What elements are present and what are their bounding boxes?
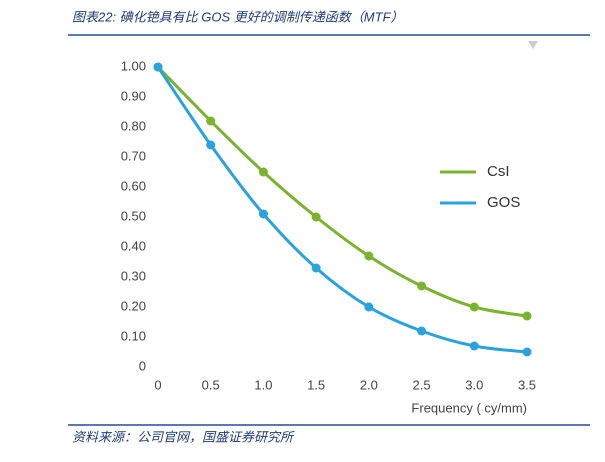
- x-tick-label: 0.5: [202, 377, 220, 392]
- x-axis-label: Frequency ( cy/mm): [411, 400, 527, 415]
- y-tick-label: 0.80: [121, 118, 146, 133]
- corner-icon: [528, 41, 538, 49]
- data-point: [522, 311, 532, 321]
- y-tick-label: 1.00: [121, 58, 146, 73]
- y-tick-label: 0.70: [121, 148, 146, 163]
- source-note: 资料来源：公司官网，国盛证券研究所: [72, 429, 295, 444]
- y-tick-label: 0.40: [121, 238, 146, 253]
- y-tick-label: 0.60: [121, 178, 146, 193]
- y-tick-label: 0.30: [121, 268, 146, 283]
- data-point: [206, 140, 216, 150]
- x-tick-label: 2.5: [413, 377, 431, 392]
- data-point: [206, 116, 216, 126]
- data-point: [364, 302, 374, 312]
- data-point: [311, 212, 321, 222]
- series-line: [156, 65, 528, 318]
- page-title: 图表22: 碘化铯具有比 GOS 更好的调制传递函数（MTF）: [72, 9, 404, 24]
- data-point: [258, 167, 268, 177]
- data-point: [469, 302, 479, 312]
- y-tick-label: 0.20: [121, 298, 146, 313]
- data-point: [153, 62, 163, 72]
- data-point: [522, 347, 532, 357]
- y-tick-label: 0.50: [121, 208, 146, 223]
- data-point: [417, 281, 427, 291]
- x-tick-label: 3.0: [465, 377, 483, 392]
- x-tick-label: 1.5: [307, 377, 325, 392]
- x-tick-label: 3.5: [518, 377, 536, 392]
- y-tick-label: 0.90: [121, 88, 146, 103]
- x-tick-label: 0: [154, 377, 161, 392]
- data-point: [364, 251, 374, 261]
- x-tick-label: 1.0: [254, 377, 272, 392]
- data-point: [311, 263, 321, 273]
- data-point: [417, 326, 427, 336]
- legend-label: GOS: [487, 194, 520, 211]
- legend-label: CsI: [487, 163, 510, 180]
- y-tick-label: 0: [139, 358, 146, 373]
- data-point: [258, 209, 268, 219]
- data-point: [469, 341, 479, 351]
- x-tick-label: 2.0: [360, 377, 378, 392]
- y-tick-label: 0.10: [121, 328, 146, 343]
